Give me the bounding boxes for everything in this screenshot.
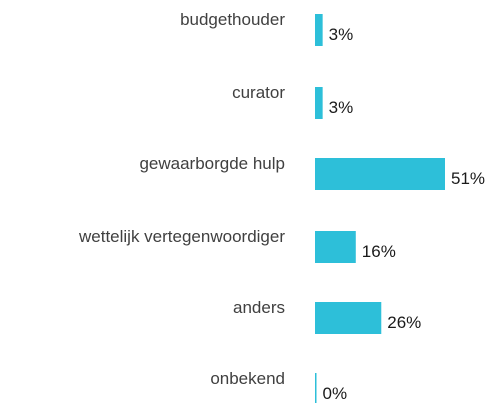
bar [315,87,323,119]
bar-row: curator 3% [232,83,353,119]
category-label: wettelijk vertegenwoordiger [78,227,285,246]
bar-row: gewaarborgde hulp 51% [139,154,485,190]
bar-row: onbekend 0% [210,369,347,403]
bar [315,158,445,190]
value-label: 3% [329,25,354,44]
bar [315,302,382,334]
bar-row: anders 26% [233,298,421,334]
bar [315,231,356,263]
bar-row: budgethouder 3% [180,10,353,46]
category-label: anders [233,298,285,317]
category-label: budgethouder [180,10,285,29]
category-label: curator [232,83,285,102]
bar [315,373,317,403]
value-label: 0% [323,384,348,403]
value-label: 3% [329,98,354,117]
category-label: gewaarborgde hulp [139,154,285,173]
value-label: 16% [362,242,396,261]
value-label: 51% [451,169,485,188]
bar-row: wettelijk vertegenwoordiger 16% [78,227,396,263]
value-label: 26% [387,313,421,332]
category-label: onbekend [210,369,285,388]
bar [315,14,323,46]
